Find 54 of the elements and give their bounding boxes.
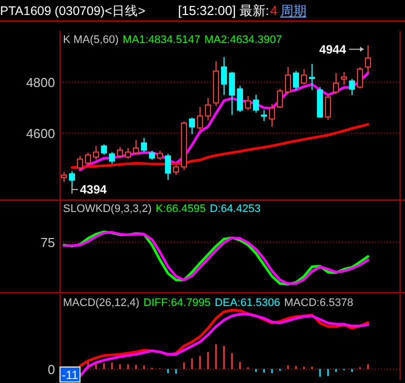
- candlestick: [133, 139, 139, 156]
- text: MACD:6.5378: [284, 297, 354, 309]
- candlestick: [301, 68, 307, 86]
- text: [15:32:00] 最新:: [178, 3, 270, 18]
- candlestick: [261, 110, 267, 122]
- candlestick: [349, 78, 355, 96]
- text: 4: [270, 3, 278, 18]
- annotation: -11: [62, 368, 79, 382]
- candlestick: [189, 117, 195, 134]
- y-tick-label: 4800: [26, 74, 55, 90]
- candlestick: [205, 98, 211, 121]
- text: D:64.4253: [210, 203, 261, 215]
- candlestick: [141, 138, 147, 153]
- candlestick: [125, 148, 131, 159]
- candlestick: [325, 93, 331, 120]
- chart-title: MACD(26,12,4): [63, 297, 140, 309]
- candlestick: [293, 70, 299, 90]
- candlestick: [365, 44, 371, 74]
- candlestick: [173, 164, 179, 176]
- candlestick: [77, 155, 83, 170]
- text: 75: [40, 234, 55, 250]
- candlestick: [117, 146, 123, 158]
- annotation: MA2:4634.3907: [204, 34, 282, 46]
- annotation: 4944: [319, 42, 346, 56]
- chart-title: PTA1609 (030709)<日线>: [0, 4, 146, 18]
- ref-line-label: 0: [48, 362, 55, 377]
- chart-subtitle: K MA(5,60): [63, 34, 119, 46]
- candlestick: [269, 103, 275, 128]
- candlestick: [309, 63, 315, 90]
- y-tick-label: 4600: [26, 126, 55, 141]
- chart-title: SLOWKD(9,3,3,2): [63, 203, 152, 215]
- candlestick: [341, 72, 347, 86]
- candlestick: [285, 66, 291, 94]
- candlestick: [253, 94, 259, 114]
- candlestick: [237, 85, 243, 113]
- candlestick: [333, 72, 339, 94]
- text: DIFF:64.7995: [143, 297, 211, 309]
- text: DEA:61.5306: [214, 297, 280, 309]
- candlestick: [221, 56, 227, 96]
- candlestick: [109, 152, 115, 164]
- text: 周期: [280, 3, 306, 18]
- candlestick: [93, 145, 99, 160]
- text: K:66.4595: [156, 203, 206, 215]
- candlestick: [85, 152, 91, 166]
- candlestick: [229, 71, 235, 116]
- annotation: MA1:4834.5147: [122, 34, 200, 46]
- candlestick: [277, 88, 283, 108]
- candlestick: [197, 106, 203, 131]
- candlestick: [357, 66, 363, 89]
- candlestick: [245, 96, 251, 111]
- candlestick: [101, 144, 107, 156]
- annotation: 4394: [80, 182, 108, 196]
- candlestick: [61, 171, 67, 182]
- candlestick: [165, 153, 171, 180]
